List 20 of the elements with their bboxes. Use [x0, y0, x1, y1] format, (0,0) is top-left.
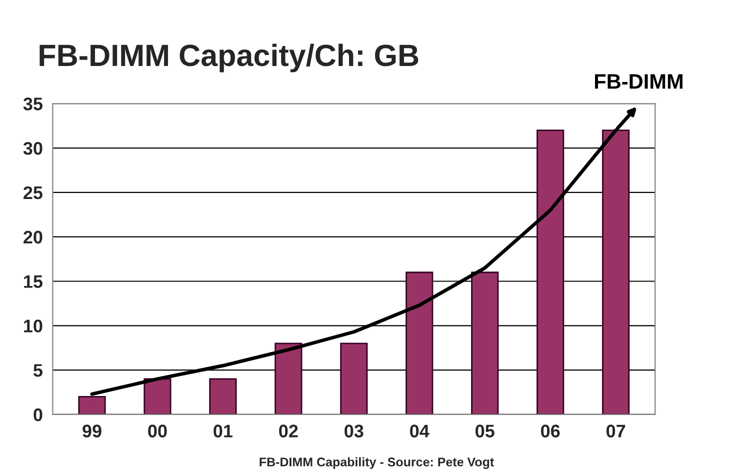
- y-tick-label: 30: [23, 142, 42, 155]
- x-tick-label: 01: [214, 424, 232, 438]
- x-tick-label: 03: [344, 424, 364, 438]
- x-tick-label: 06: [541, 424, 560, 438]
- x-tick-label: 99: [82, 424, 102, 438]
- y-tick-label: 0: [34, 408, 42, 422]
- y-tick-label: 35: [23, 98, 42, 110]
- text: FB-DIMM Capability - Source: Pete Vogt: [260, 457, 494, 469]
- x-tick-label: 04: [410, 424, 430, 438]
- y-tick-label: 10: [24, 320, 42, 332]
- chart-title: FB-DIMM Capacity/Ch: GB: [40, 44, 418, 72]
- x-tick-label: 07: [606, 424, 626, 438]
- y-tick-label: 20: [24, 230, 42, 244]
- x-tick-label: 00: [148, 424, 167, 438]
- text: FB-DIMM: [595, 74, 682, 89]
- y-tick-label: 25: [24, 186, 42, 200]
- x-tick-label: 05: [476, 424, 494, 438]
- y-tick-label: 15: [24, 275, 42, 288]
- x-tick-label: 02: [279, 424, 298, 438]
- y-tick-label: 5: [34, 364, 42, 377]
